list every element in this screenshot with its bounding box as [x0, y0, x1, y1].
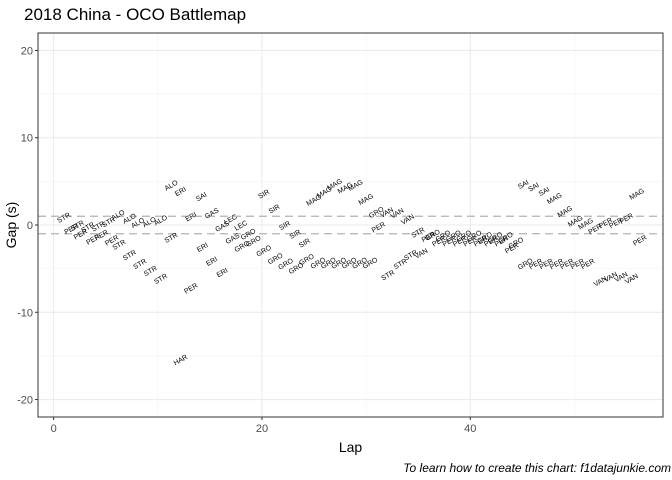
- driver-label: SIR: [257, 189, 271, 201]
- driver-label: SIR: [298, 238, 312, 250]
- reference-lines: [38, 215, 663, 235]
- driver-label: SAI: [527, 182, 540, 194]
- x-axis-title: Lap: [339, 439, 363, 455]
- driver-label: SIR: [289, 229, 303, 241]
- grid-lines: [38, 33, 663, 417]
- y-axis-title: Gap (s): [3, 202, 19, 249]
- driver-label: ERI: [216, 267, 230, 279]
- x-tick-label: 0: [51, 423, 57, 435]
- caption: To learn how to create this chart: f1dat…: [403, 461, 671, 475]
- driver-label: ERI: [184, 211, 198, 223]
- driver-label: SAI: [195, 191, 208, 203]
- x-tick-label: 20: [256, 423, 268, 435]
- y-tick-label: -10: [17, 307, 33, 319]
- y-tick-label: 0: [27, 220, 33, 232]
- driver-label: SAI: [517, 179, 530, 191]
- y-tick-label: 10: [21, 133, 33, 145]
- y-tick-label: -20: [17, 395, 33, 407]
- driver-label: ERI: [196, 242, 210, 254]
- driver-label: ERI: [174, 186, 188, 198]
- y-tick-label: 20: [21, 45, 33, 57]
- driver-label: SIR: [278, 220, 292, 232]
- chart-title: 2018 China - OCO Battlemap: [24, 5, 247, 24]
- x-tick-label: 40: [464, 423, 476, 435]
- driver-label: SIR: [268, 204, 282, 216]
- axis-ticks: 0 20 40 -20 -10 0 10 20: [17, 45, 476, 435]
- driver-label: SAI: [538, 186, 551, 198]
- driver-label: ERI: [205, 256, 219, 268]
